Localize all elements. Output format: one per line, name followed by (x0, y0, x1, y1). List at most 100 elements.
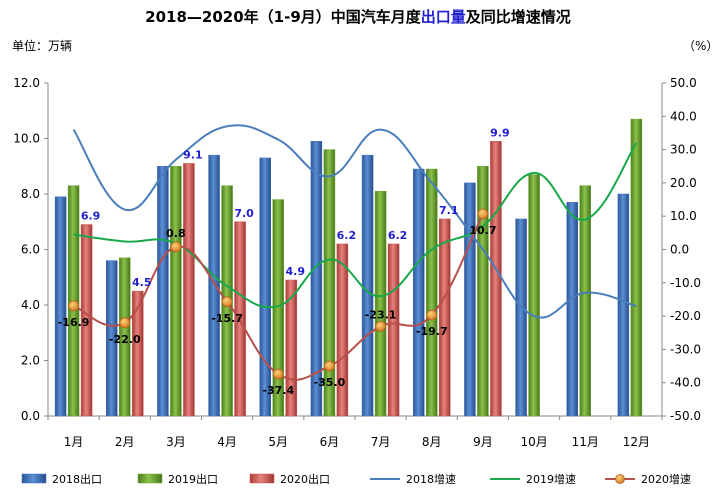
axes: 0.0 2.0 4.0 6.0 8.0 10.0 12.0 -50.0 -40.0 -30.0 -2… (13, 76, 701, 449)
marker-2020增速 (119, 317, 131, 329)
bar-2018出口 (464, 182, 476, 417)
bar-2020-label: 6.2 (388, 229, 408, 242)
legend-swatch (21, 473, 47, 484)
lines (68, 124, 638, 381)
bar-2020出口 (80, 224, 93, 417)
bar-2020-label: 6.2 (337, 229, 357, 242)
category-label: 10月 (520, 435, 547, 449)
growth-2020-label: -37.4 (262, 384, 294, 397)
legend-marker (615, 474, 625, 484)
legend: 2018出口 2019出口 2020出口 2018增速 2019增速 2020增速 (21, 472, 691, 486)
bar-2018出口 (208, 154, 220, 417)
right-tick-label: 0.0 (670, 243, 689, 257)
category-label: 5月 (268, 435, 288, 449)
growth-2020-label: -19.7 (416, 325, 448, 338)
bar-2019出口 (630, 118, 643, 417)
bar-2020-label: 9.9 (490, 126, 510, 139)
bar-2018出口 (515, 218, 527, 417)
right-tick-label: 40.0 (670, 109, 697, 123)
left-tick-label: 12.0 (13, 76, 40, 90)
growth-2020-label: 0.8 (166, 227, 186, 240)
left-tick-label: 10.0 (13, 132, 40, 146)
left-tick-label: 4.0 (21, 298, 40, 312)
chart-title: 2018—2020年（1-9月）中国汽车月度出口量及同比增速情况 (145, 8, 571, 26)
bar-2018出口 (413, 168, 425, 417)
bar-2019出口 (477, 166, 489, 417)
title-part: 及同比增速情况 (466, 8, 571, 26)
bar-2018出口 (361, 154, 374, 417)
legend-label: 2019增速 (526, 472, 576, 486)
bar-2018出口 (566, 202, 578, 417)
bar-2020出口 (490, 141, 502, 417)
bar-2020-label: 7.0 (234, 207, 254, 220)
left-tick-label: 8.0 (21, 187, 40, 201)
growth-2020-label: -35.0 (314, 376, 346, 389)
marker-2020增速 (170, 241, 182, 253)
bar-2020-label: 9.1 (183, 148, 203, 161)
bar-2020出口 (285, 279, 297, 417)
left-tick-label: 2.0 (21, 354, 40, 368)
bar-2020出口 (234, 221, 246, 417)
growth-2020-label: -23.1 (365, 308, 397, 321)
legend-label: 2020出口 (280, 472, 330, 486)
bar-2018出口 (310, 141, 323, 417)
bar-2020-label: 7.1 (439, 204, 459, 217)
legend-label: 2018出口 (52, 472, 102, 486)
marker-2020增速 (375, 321, 386, 332)
title-part: 2018—2020年（1-9月）中国汽车月度 (145, 8, 422, 26)
bar-2020出口 (132, 290, 144, 417)
bar-2020出口 (439, 218, 451, 417)
bar-2018出口 (617, 193, 630, 417)
bar-2018出口 (106, 260, 118, 417)
marker-2020增速 (221, 296, 233, 308)
right-tick-label: -40.0 (670, 376, 701, 390)
left-tick-label: 0.0 (21, 409, 40, 423)
right-tick-label: 20.0 (670, 176, 697, 190)
bar-2018出口 (157, 166, 169, 417)
category-label: 2月 (115, 435, 135, 449)
marker-2020增速 (324, 360, 335, 372)
bar-2019出口 (528, 174, 540, 417)
bar-2020出口 (387, 243, 400, 417)
bar-2020-label: 4.9 (286, 265, 306, 278)
marker-2020增速 (477, 208, 489, 220)
title-part: 出口量 (421, 8, 466, 26)
legend-label: 2018增速 (406, 472, 456, 486)
right-tick-label: 50.0 (670, 76, 697, 90)
growth-2020-label: 10.7 (469, 224, 496, 237)
category-label: 4月 (217, 435, 237, 449)
growth-2020-label: -22.0 (109, 333, 141, 346)
bar-2018出口 (54, 196, 67, 417)
category-label: 6月 (320, 435, 340, 449)
bar-2020-label: 6.9 (81, 210, 101, 223)
legend-label: 2020增速 (641, 472, 691, 486)
left-tick-label: 6.0 (21, 243, 40, 257)
bar-2018出口 (259, 157, 271, 417)
growth-2020-label: -16.9 (58, 316, 90, 329)
legend-label: 2019出口 (168, 472, 218, 486)
line-2018增速 (72, 124, 637, 319)
category-label: 11月 (572, 435, 599, 449)
bar-2019出口 (426, 168, 438, 417)
marker-2020增速 (272, 368, 284, 380)
bar-2019出口 (579, 185, 591, 417)
bar-2019出口 (170, 166, 182, 417)
bar-2019出口 (323, 149, 336, 417)
data-labels: 6.9 4.5 9.1 7.0 4.9 6.2 6.2 7.1 9.9 -16.9 -22.0 0.8… (58, 126, 510, 397)
category-label: 1月 (64, 435, 84, 449)
marker-2020增速 (426, 309, 438, 321)
right-axis-unit: （%） (683, 39, 716, 53)
right-tick-label: -50.0 (670, 409, 701, 423)
right-tick-label: 10.0 (670, 209, 697, 223)
category-label: 9月 (473, 435, 493, 449)
right-tick-label: -20.0 (670, 309, 701, 323)
legend-swatch (249, 473, 275, 484)
bar-2019出口 (374, 190, 387, 417)
category-label: 3月 (166, 435, 186, 449)
bars (54, 118, 643, 417)
category-label: 12月 (623, 435, 650, 449)
right-tick-label: -30.0 (670, 342, 701, 356)
category-label: 8月 (422, 435, 442, 449)
